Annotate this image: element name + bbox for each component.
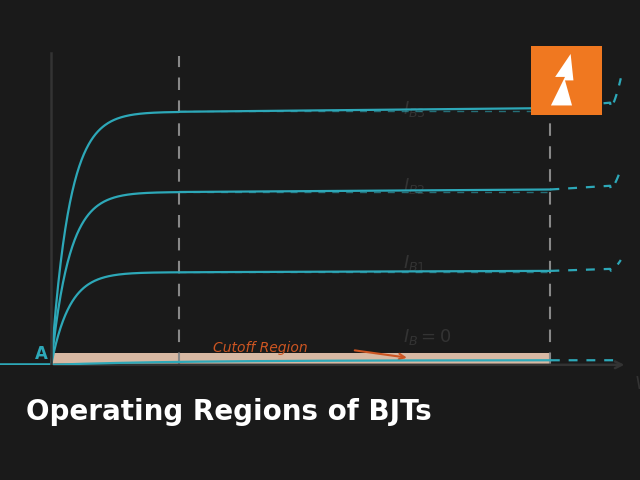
Polygon shape [551, 54, 573, 106]
Text: $I_{B3}$: $I_{B3}$ [403, 99, 426, 119]
FancyBboxPatch shape [529, 44, 604, 120]
Text: Cutoff Region: Cutoff Region [212, 341, 307, 355]
Text: Operating Regions of BJTs: Operating Regions of BJTs [26, 397, 431, 426]
Text: $I_B = 0$: $I_B = 0$ [403, 327, 452, 347]
Text: $I_{B1}$: $I_{B1}$ [403, 253, 426, 273]
Text: A: A [35, 345, 48, 363]
Text: $I_{B2}$: $I_{B2}$ [403, 176, 426, 196]
Text: $V_{CE}$: $V_{CE}$ [634, 374, 640, 394]
Polygon shape [51, 353, 550, 365]
